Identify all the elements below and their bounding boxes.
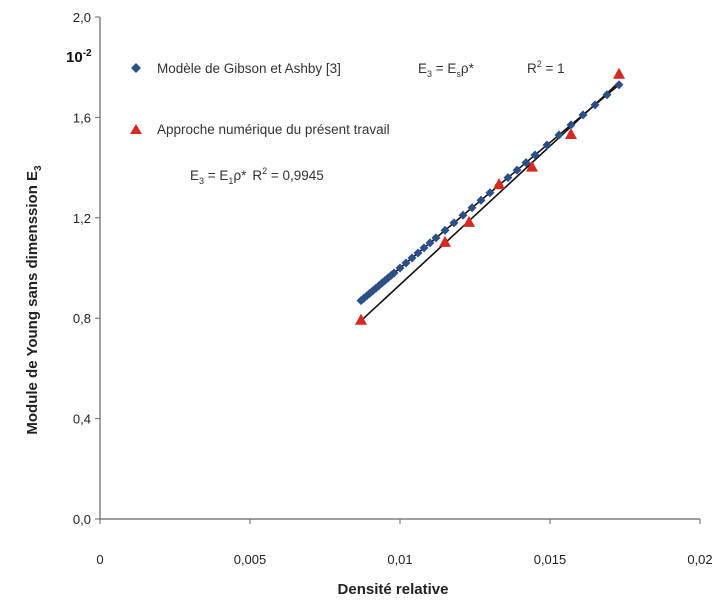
- point-numerique: [355, 313, 367, 325]
- x-tick-label: 0,005: [234, 552, 267, 567]
- legend: Modèle de Gibson et Ashby [3] E3 = Esρ* …: [130, 59, 565, 186]
- data-markers: [355, 67, 625, 325]
- y-axis-title-sub: 3: [33, 165, 44, 171]
- legend-label-numerique: Approche numérique du présent travail: [157, 122, 390, 137]
- point-gibson: [530, 150, 540, 160]
- fit-line-numerique: [360, 81, 620, 322]
- y-ticks: 0,0 0,4 0,8 1,2 1,6 2,0: [73, 10, 100, 527]
- point-gibson: [389, 268, 399, 278]
- y-multiplier: 10-2: [66, 48, 92, 66]
- point-gibson: [419, 243, 429, 253]
- y-axis-title: Module de Young sans dimenssion E3: [24, 165, 44, 435]
- point-gibson: [467, 203, 477, 213]
- x-tick-label: 0,015: [534, 552, 567, 567]
- x-tick-label: 0,01: [387, 552, 412, 567]
- point-gibson: [590, 100, 600, 110]
- y-tick-label: 0,4: [73, 412, 91, 427]
- point-gibson: [602, 90, 612, 100]
- point-numerique: [439, 235, 451, 247]
- x-tick-label: 0: [96, 552, 103, 567]
- point-gibson: [503, 173, 513, 183]
- point-gibson: [485, 188, 495, 198]
- point-gibson: [458, 210, 468, 220]
- legend-marker-diamond: [131, 63, 141, 73]
- y-tick-label: 2,0: [73, 10, 91, 25]
- point-numerique: [493, 178, 505, 190]
- point-gibson: [413, 248, 423, 258]
- legend-r2-gibson: R2 = 1: [527, 59, 565, 76]
- point-gibson: [440, 225, 450, 235]
- fit-lines: [360, 81, 620, 322]
- y-tick-label: 0,0: [73, 512, 91, 527]
- point-gibson: [566, 120, 576, 130]
- y-tick-label: 1,6: [73, 110, 91, 125]
- point-numerique: [565, 127, 577, 139]
- point-gibson: [521, 158, 531, 168]
- point-gibson: [542, 140, 552, 150]
- legend-marker-triangle: [130, 124, 142, 134]
- point-numerique: [463, 215, 475, 227]
- point-gibson: [449, 218, 459, 228]
- point-gibson: [401, 258, 411, 268]
- legend-equation-gibson: E3 = Esρ*: [418, 61, 475, 79]
- point-numerique: [526, 160, 538, 172]
- point-numerique: [613, 67, 625, 79]
- y-tick-label: 0,8: [73, 311, 91, 326]
- point-gibson: [395, 263, 405, 273]
- point-gibson: [431, 233, 441, 243]
- point-gibson: [512, 165, 522, 175]
- point-gibson: [476, 195, 486, 205]
- point-gibson: [578, 110, 588, 120]
- legend-equation-numerique: E3 = E1ρ* R2 = 0,9945: [190, 166, 324, 186]
- x-axis-title: Densité relative: [338, 581, 449, 598]
- y-tick-label: 1,2: [73, 211, 91, 226]
- x-tick-label: 0,02: [687, 552, 712, 567]
- point-gibson: [407, 253, 417, 263]
- y-multiplier-exp: -2: [83, 48, 92, 59]
- legend-label-gibson: Modèle de Gibson et Ashby [3]: [157, 61, 341, 76]
- point-gibson: [614, 80, 624, 90]
- point-gibson: [425, 238, 435, 248]
- point-gibson: [554, 130, 564, 140]
- x-ticks: 0 0,005 0,01 0,015 0,02: [96, 519, 713, 567]
